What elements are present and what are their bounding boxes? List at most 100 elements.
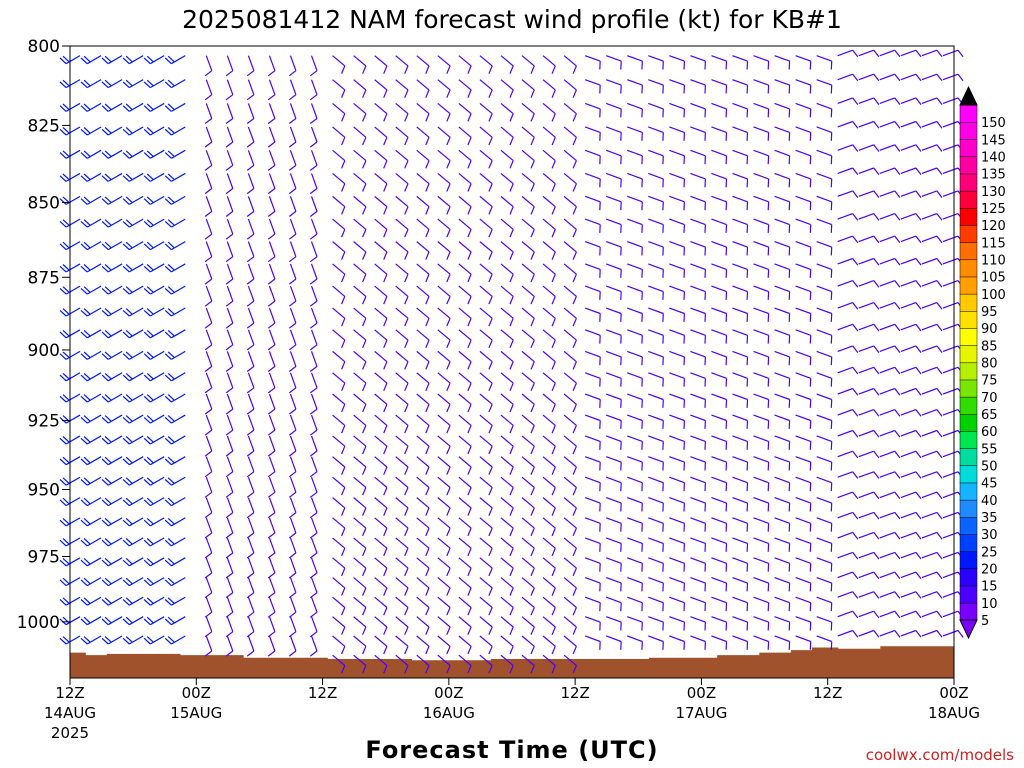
barb-staff	[900, 345, 917, 352]
wind-barb	[774, 149, 791, 165]
wind-barb	[605, 476, 622, 492]
barb-staff	[795, 218, 811, 226]
wind-barb	[164, 497, 186, 507]
wind-barb	[563, 241, 577, 260]
barb-staff	[837, 190, 853, 197]
wind-barb	[225, 497, 234, 519]
wind-barb	[774, 307, 791, 322]
wind-barb	[353, 435, 367, 455]
wind-barb	[521, 218, 535, 238]
wind-barb	[605, 172, 622, 188]
barb-staff	[858, 450, 875, 458]
barb-feather	[59, 198, 67, 205]
barb-staff	[171, 577, 186, 587]
wind-barb	[690, 414, 706, 429]
barb-feather	[341, 646, 346, 655]
barb-feather	[572, 445, 577, 455]
barb-feather	[530, 137, 535, 146]
barb-feather	[225, 256, 234, 263]
wind-barb	[374, 55, 388, 74]
barb-staff	[563, 285, 577, 297]
wind-barb	[627, 285, 643, 300]
wind-barb	[690, 596, 706, 612]
barb-staff	[900, 551, 917, 559]
barb-staff	[458, 596, 472, 608]
barb-staff	[605, 285, 622, 293]
barb-feather	[125, 497, 133, 505]
barb-staff	[458, 557, 472, 569]
wind-barb	[288, 414, 297, 436]
barb-feather	[446, 665, 451, 674]
barb-feather	[341, 296, 346, 305]
barb-feather	[467, 229, 472, 238]
barb-staff	[563, 172, 577, 185]
barb-staff	[500, 241, 514, 253]
barb-staff	[605, 195, 622, 203]
barb-staff	[942, 591, 959, 598]
barb-feather	[125, 616, 133, 624]
wind-barb	[374, 372, 388, 392]
wind-barb	[879, 551, 901, 560]
barb-staff	[479, 497, 493, 509]
wind-barb	[500, 635, 514, 655]
barb-staff	[858, 551, 875, 559]
wind-barb	[122, 126, 144, 136]
barb-feather	[83, 308, 91, 315]
wind-barb	[732, 350, 749, 366]
barb-feather	[894, 366, 901, 375]
x-tick-date: 14AUG	[44, 704, 96, 722]
wind-barb	[309, 329, 318, 351]
wind-barb	[584, 307, 601, 322]
barb-staff	[711, 497, 727, 504]
barb-staff	[458, 476, 472, 488]
barb-staff	[479, 307, 493, 319]
barb-staff	[900, 629, 917, 637]
barb-feather	[362, 547, 367, 557]
wind-barb	[164, 517, 186, 527]
wind-barb	[143, 329, 165, 339]
barb-feather	[122, 287, 130, 295]
barb-staff	[65, 126, 81, 136]
wind-barb	[416, 55, 430, 74]
wind-barb	[669, 102, 685, 118]
barb-staff	[542, 435, 556, 447]
wind-barb	[521, 372, 535, 392]
barb-feather	[80, 579, 88, 587]
barb-staff	[732, 435, 748, 442]
wind-barb	[267, 577, 276, 599]
barb-staff	[648, 285, 664, 293]
wind-barb	[143, 126, 165, 136]
wind-barb	[353, 537, 367, 557]
barb-staff	[900, 167, 917, 175]
barb-feather	[62, 241, 70, 249]
wind-barb	[122, 557, 144, 567]
barb-feather	[852, 610, 859, 619]
barb-feather	[125, 219, 133, 226]
wind-barb	[858, 257, 880, 266]
barb-staff	[837, 120, 853, 128]
barb-staff	[627, 350, 643, 358]
barb-feather	[288, 118, 297, 124]
barb-staff	[690, 557, 706, 564]
barb-feather	[267, 532, 276, 539]
barb-staff	[795, 557, 811, 564]
barb-staff	[500, 456, 514, 468]
barb-feather	[80, 499, 88, 507]
barb-feather	[915, 591, 922, 599]
x-tick-label: 00Z	[182, 684, 211, 702]
wind-barb	[837, 551, 859, 560]
barb-feather	[362, 160, 367, 169]
barb-staff	[627, 537, 643, 544]
wind-barb	[732, 55, 749, 70]
barb-staff	[795, 596, 811, 604]
barb-feather	[309, 650, 318, 657]
wind-barb	[416, 654, 430, 674]
barb-staff	[858, 97, 875, 104]
barb-feather	[572, 183, 577, 192]
barb-staff	[374, 517, 388, 529]
barb-feather	[446, 273, 451, 283]
wind-barb	[437, 517, 451, 537]
barb-staff	[648, 596, 664, 604]
barb-feather	[104, 241, 112, 249]
barb-staff	[479, 241, 493, 253]
